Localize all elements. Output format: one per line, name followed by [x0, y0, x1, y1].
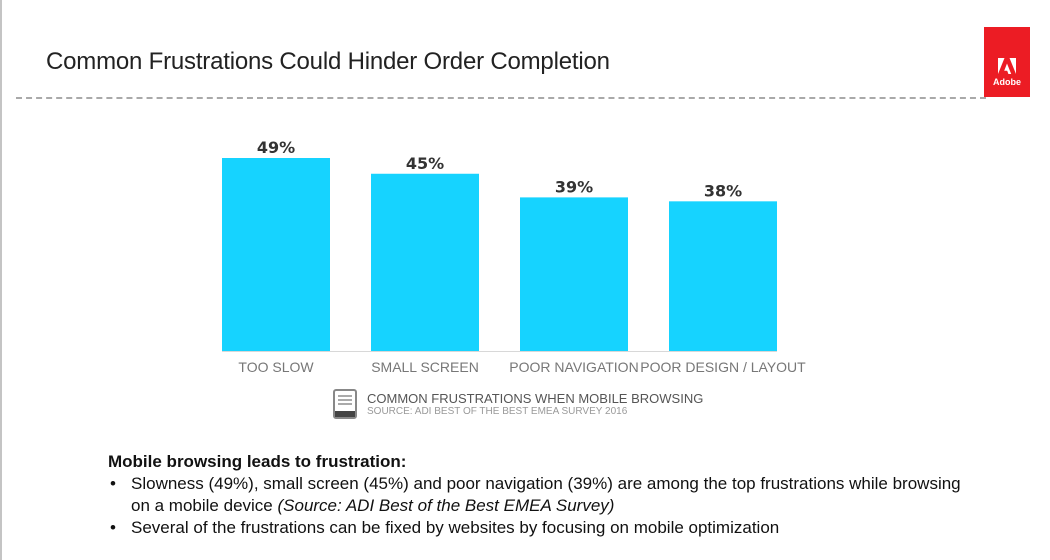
adobe-logo: Adobe [984, 27, 1030, 97]
slide-title: Common Frustrations Could Hinder Order C… [46, 48, 610, 75]
chart-caption-source: SOURCE: ADI BEST OF THE BEST EMEA SURVEY… [367, 405, 628, 417]
notes-section: Mobile browsing leads to frustration: Sl… [108, 451, 981, 539]
data-label: 45% [406, 154, 444, 173]
data-label: 39% [555, 177, 593, 196]
bar-too-slow [222, 158, 330, 351]
logo-text: Adobe [993, 77, 1021, 87]
bar-poor-navigation [520, 197, 628, 351]
chart-caption: COMMON FRUSTRATIONS WHEN MOBILE BROWSING… [333, 389, 703, 419]
bar-small-screen [371, 173, 479, 351]
bar-poor-design-layout [669, 201, 777, 351]
category-label: POOR DESIGN / LAYOUT [640, 359, 806, 375]
category-label: POOR NAVIGATION [509, 359, 638, 375]
data-label: 38% [704, 181, 742, 200]
category-label: TOO SLOW [238, 359, 314, 375]
adobe-a-icon [998, 58, 1016, 74]
bullet-text: Several of the frustrations can be fixed… [131, 518, 780, 537]
category-label: SMALL SCREEN [371, 359, 479, 375]
bullet-text: Slowness (49%), small screen (45%) and p… [131, 474, 961, 515]
slide-left-border [0, 0, 2, 560]
bar-chart: 49% TOO SLOW 45% SMALL SCREEN 39% POOR NAVIGA… [222, 138, 806, 375]
chart-caption-title: COMMON FRUSTRATIONS WHEN MOBILE BROWSING [367, 390, 704, 406]
notes-bullet: Slowness (49%), small screen (45%) and p… [108, 473, 981, 517]
data-label: 49% [257, 138, 295, 157]
bullet-source: (Source: ADI Best of the Best EMEA Surve… [277, 496, 615, 515]
notes-heading: Mobile browsing leads to frustration: [108, 452, 407, 471]
adobe-digital-insights-icon [333, 389, 357, 419]
title-divider [16, 97, 986, 99]
notes-list: Slowness (49%), small screen (45%) and p… [108, 473, 981, 539]
notes-bullet: Several of the frustrations can be fixed… [108, 517, 981, 539]
